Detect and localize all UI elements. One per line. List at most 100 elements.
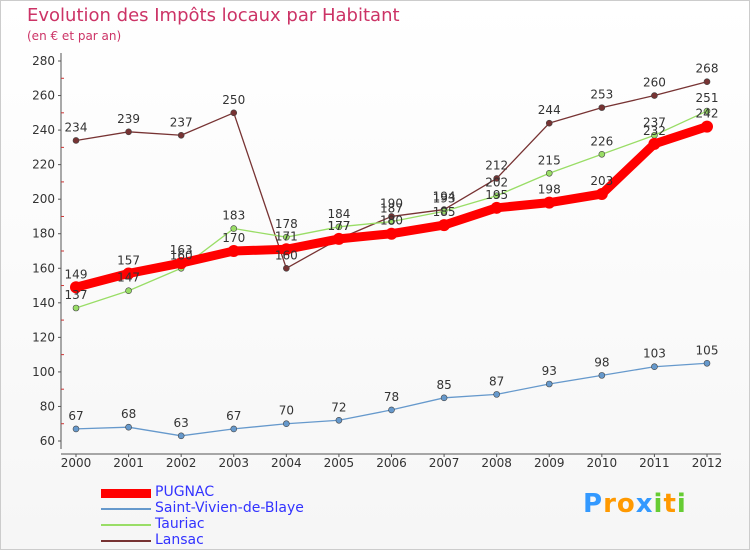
data-point <box>227 245 240 257</box>
x-tick-label: 2003 <box>218 456 249 470</box>
data-label: 178 <box>275 217 298 231</box>
data-point <box>122 267 135 280</box>
data-label: 212 <box>485 158 508 172</box>
data-label: 198 <box>538 183 561 197</box>
data-point <box>545 380 553 388</box>
data-label: 72 <box>331 400 346 414</box>
data-point <box>125 287 132 295</box>
y-tick-label: 160 <box>32 261 55 275</box>
data-point <box>598 104 606 111</box>
x-tick-label: 2005 <box>324 456 355 470</box>
y-tick-label: 280 <box>32 54 55 68</box>
data-label: 137 <box>65 288 88 302</box>
y-tick-label: 80 <box>40 399 55 413</box>
data-point <box>703 107 711 115</box>
data-label: 215 <box>538 153 561 167</box>
data-point <box>70 281 82 294</box>
x-tick-label: 2006 <box>376 456 407 470</box>
data-label: 226 <box>590 134 613 148</box>
data-label: 67 <box>226 409 241 423</box>
data-point <box>283 420 290 428</box>
legend-swatch <box>101 524 151 526</box>
data-point <box>701 120 713 133</box>
data-label: 67 <box>68 409 83 423</box>
data-label: 190 <box>380 196 403 210</box>
y-tick-label: 100 <box>32 365 55 379</box>
data-label: 237 <box>643 115 666 129</box>
legend-swatch <box>101 488 151 498</box>
data-label: 250 <box>222 93 245 107</box>
legend-label: Saint-Vivien-de-Blaye <box>155 500 304 516</box>
x-tick-label: 2011 <box>639 456 670 470</box>
logo-letter: r <box>603 489 617 519</box>
x-tick-label: 2007 <box>429 456 460 470</box>
legend-label: Lansac <box>155 532 204 548</box>
data-label: 177 <box>327 219 350 233</box>
data-point <box>493 175 500 182</box>
data-label: 171 <box>275 229 298 243</box>
data-point <box>651 363 658 371</box>
data-point <box>438 219 451 232</box>
y-tick-label: 200 <box>32 192 55 206</box>
series-layer <box>70 78 713 440</box>
y-tick-label: 60 <box>40 434 55 448</box>
data-label: 237 <box>170 115 193 129</box>
data-label: 185 <box>433 205 456 219</box>
data-point <box>545 119 553 127</box>
data-point <box>335 223 343 231</box>
legend-swatch <box>101 508 151 510</box>
data-point <box>545 169 553 177</box>
x-tick-label: 2002 <box>166 456 197 470</box>
y-tick-label: 140 <box>32 296 55 310</box>
data-label: 105 <box>696 343 719 357</box>
data-point <box>280 243 293 256</box>
data-label: 157 <box>117 253 140 267</box>
data-point <box>230 225 238 232</box>
legend-label: Tauriac <box>155 516 205 532</box>
data-point <box>388 218 395 225</box>
data-point <box>595 188 608 200</box>
data-label: 177 <box>327 219 350 233</box>
data-point <box>177 432 185 440</box>
logo-letter: P <box>583 489 604 519</box>
data-label: 202 <box>485 176 508 190</box>
data-label: 147 <box>117 271 140 285</box>
x-tick-label: 2008 <box>481 456 512 470</box>
logo-letter: x <box>635 489 654 519</box>
data-label: 251 <box>696 91 719 105</box>
axes: 60 80 100 120 140 160 180 200 220 240 260 280 2000 20… <box>32 53 722 470</box>
x-tick-label: 2010 <box>587 456 618 470</box>
x-tick-label: 2012 <box>692 456 723 470</box>
data-point <box>175 257 188 270</box>
data-point <box>493 192 500 200</box>
data-point <box>72 304 80 312</box>
data-label: 78 <box>384 390 399 404</box>
data-label: 85 <box>436 378 451 392</box>
data-label: 87 <box>489 374 504 388</box>
data-label: 232 <box>643 124 666 138</box>
logo-letter: t <box>663 489 677 519</box>
data-label: 70 <box>279 404 294 418</box>
data-point <box>440 207 448 215</box>
data-label: 260 <box>643 76 666 90</box>
data-point <box>332 232 345 245</box>
data-label: 194 <box>433 190 456 204</box>
data-label: 163 <box>170 243 193 257</box>
data-point <box>598 150 606 158</box>
data-label: 195 <box>485 188 508 202</box>
data-label: 187 <box>380 202 403 216</box>
data-label: 183 <box>222 209 245 223</box>
data-point <box>543 196 556 209</box>
data-label: 184 <box>327 207 350 221</box>
data-point <box>440 394 448 402</box>
data-label: 193 <box>433 191 456 205</box>
data-label: 170 <box>222 231 245 245</box>
data-point <box>651 92 658 99</box>
x-tick-label: 2000 <box>61 456 92 470</box>
data-label: 160 <box>275 248 298 262</box>
data-point <box>493 391 500 398</box>
data-label: 244 <box>538 103 561 117</box>
y-tick-label: 260 <box>32 89 55 103</box>
y-tick-label: 240 <box>32 123 55 137</box>
